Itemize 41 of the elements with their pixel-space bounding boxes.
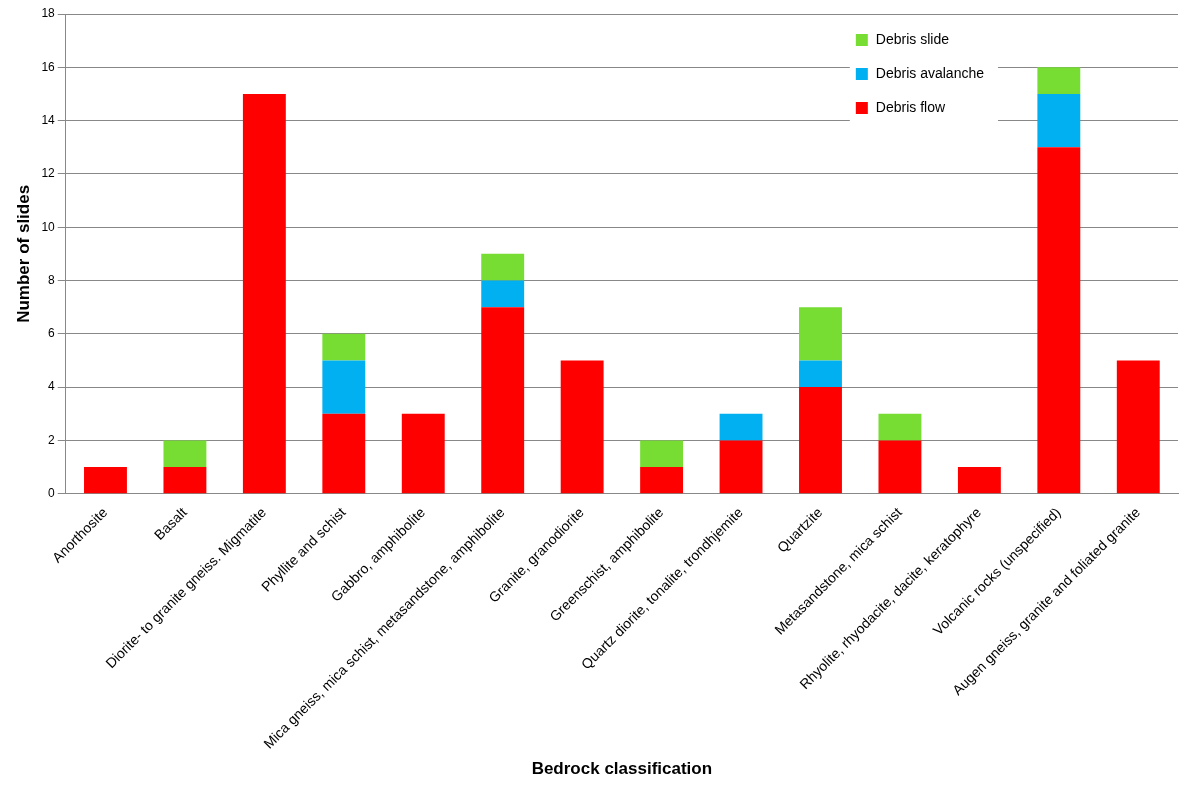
y-tick-label: 8: [48, 272, 56, 287]
y-tick-label: 18: [41, 6, 56, 21]
y-tick-label: 4: [48, 379, 56, 394]
bar: [1037, 93, 1081, 148]
y-tick-label: 6: [48, 326, 56, 341]
bar: [799, 360, 842, 388]
y-tick-label: 10: [41, 219, 56, 234]
bar: [322, 333, 366, 361]
bar: [163, 440, 207, 468]
bar: [957, 467, 1001, 494]
bar: [799, 307, 842, 361]
bar: [878, 440, 922, 494]
bar: [719, 440, 763, 494]
bar: [84, 467, 127, 494]
y-tick-label: 12: [41, 166, 56, 181]
bar: [401, 413, 445, 494]
bar: [1116, 360, 1160, 494]
bar: [719, 413, 763, 441]
y-tick-label: 16: [41, 59, 56, 74]
bar: [878, 413, 922, 441]
bar: [1037, 147, 1081, 494]
y-tick-label: 2: [48, 432, 56, 447]
bar: [242, 93, 286, 494]
bar: [322, 360, 366, 414]
bar: [1037, 67, 1081, 94]
y-tick-label: 0: [48, 485, 56, 500]
x-axis-title: Bedrock classification: [531, 759, 713, 779]
bar: [163, 467, 207, 494]
legend-label: Debris flow: [875, 98, 946, 115]
bar: [640, 467, 684, 494]
y-axis-title: Number of slides: [13, 184, 33, 323]
bar: [640, 440, 684, 468]
bar: [322, 413, 366, 494]
bar: [481, 253, 525, 281]
legend-label: Debris avalanche: [875, 64, 985, 81]
bar: [481, 307, 525, 494]
bar: [481, 280, 525, 308]
bar: [799, 387, 842, 494]
y-tick-label: 14: [41, 112, 56, 127]
legend-label: Debris slide: [875, 30, 950, 47]
bar: [560, 360, 604, 494]
